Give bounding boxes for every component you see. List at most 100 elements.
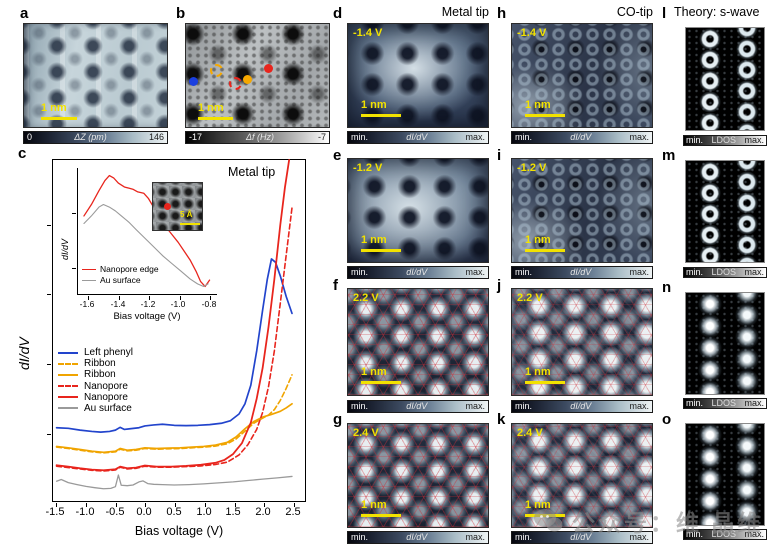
panel-e-image: -1.2 V 1 nm xyxy=(347,158,489,263)
panel-b-colorbar-title: Δf (Hz) xyxy=(245,132,275,142)
panel-j-image: 2.2 V 1 nm xyxy=(511,288,653,396)
panel-b-colorbar-max: -7 xyxy=(317,132,326,142)
panel-a-scalebar-label: 1 nm xyxy=(41,102,67,114)
inset-xtick-0: -1.6 xyxy=(79,299,95,309)
main-xtick-8: 2.5 xyxy=(285,506,301,518)
legend-nanopore-solid: Nanopore xyxy=(58,391,133,403)
panel-a-colorbar-min: 0 xyxy=(27,132,33,142)
panel-j-colorbar-max: max. xyxy=(629,401,649,411)
panel-d-label: d xyxy=(333,5,343,22)
panel-b-colorbar-min: -17 xyxy=(189,132,203,142)
panel-c-label: c xyxy=(18,145,27,162)
inset-plot-axes: Nanopore edge Au surface xyxy=(72,168,217,300)
inset-xtick-1: -1.4 xyxy=(110,299,126,309)
panel-g-label: g xyxy=(333,411,343,428)
panel-m-label: m xyxy=(662,147,676,164)
panel-f-colorbar-title: dI/dV xyxy=(406,401,428,411)
panel-i-label: i xyxy=(497,147,502,164)
panel-k-bias-label: 2.4 V xyxy=(517,427,543,439)
panel-l-label: l xyxy=(662,5,667,22)
panel-b-scalebar-label: 1 nm xyxy=(198,102,224,114)
panel-m-colorbar: min. LDOS max. xyxy=(683,267,767,278)
panel-i-bias-label: -1.2 V xyxy=(517,162,547,174)
panel-f-label: f xyxy=(333,277,338,294)
panel-g-scalebar-label: 1 nm xyxy=(361,499,387,511)
panel-i-image: -1.2 V 1 nm xyxy=(511,158,653,263)
panel-g-colorbar: min. dI/dV max. xyxy=(347,531,489,544)
panel-l-image xyxy=(685,27,765,131)
main-legend: Left phenyl Ribbon Ribbon Nanopore Nanop… xyxy=(58,348,133,413)
panel-i-colorbar: min. dI/dV max. xyxy=(511,266,653,279)
inset-xtick-2: -1.2 xyxy=(140,299,156,309)
panel-g-image: 2.4 V 1 nm xyxy=(347,423,489,528)
panel-i-scalebar-label: 1 nm xyxy=(525,234,551,246)
legend-ribbon-dashed: Ribbon xyxy=(58,358,133,370)
panel-l-colorbar: min. LDOS max. xyxy=(683,135,767,146)
legend-au-surface-label: Au surface xyxy=(84,402,132,414)
panel-b-label: b xyxy=(176,5,186,22)
panel-a-colorbar: 0 ΔZ (pm) 146 xyxy=(23,131,168,144)
panel-o-colorbar: min. LDOS max. xyxy=(683,529,767,540)
panel-o-image xyxy=(685,423,765,526)
legend-ribbon-dashed-label: Ribbon xyxy=(84,358,116,370)
marker-blue-dot xyxy=(189,77,198,86)
legend-left-phenyl: Left phenyl xyxy=(58,348,133,358)
panel-n-colorbar-min: min. xyxy=(686,398,704,408)
legend-nanopore-dashed: Nanopore xyxy=(58,380,133,392)
panel-n-colorbar-title: LDOS xyxy=(711,398,736,408)
panel-d-scalebar xyxy=(361,114,401,117)
panel-e-colorbar: min. dI/dV max. xyxy=(347,266,489,279)
legend-nanopore-solid-label: Nanopore xyxy=(84,391,128,403)
panel-j-bias-label: 2.2 V xyxy=(517,292,543,304)
panel-f-image: 2.2 V 1 nm xyxy=(347,288,489,396)
panel-a-scalebar xyxy=(41,117,77,120)
legend-line-red-dashed xyxy=(58,385,78,388)
panel-f-colorbar-min: min. xyxy=(351,401,369,411)
metal-tip-column-title: Metal tip xyxy=(441,5,489,19)
panel-o-colorbar-max: max. xyxy=(744,529,764,539)
inset-xtick-3: -1.0 xyxy=(170,299,186,309)
inset-plot-curves xyxy=(83,174,211,288)
panel-i-colorbar-max: max. xyxy=(629,267,649,277)
panel-e-colorbar-title: dI/dV xyxy=(406,267,428,277)
main-xtick-1: -1.0 xyxy=(75,506,95,518)
panel-j-colorbar-title: dI/dV xyxy=(570,401,592,411)
panel-e-label: e xyxy=(333,147,342,164)
panel-c-annotation-metal-tip: Metal tip xyxy=(228,165,276,179)
panel-n-colorbar-max: max. xyxy=(744,398,764,408)
main-x-axis-label: Bias voltage (V) xyxy=(134,524,224,538)
legend-nanopore-dashed-label: Nanopore xyxy=(84,380,128,392)
inset-marker-red-dot xyxy=(164,203,171,210)
marker-red-dot xyxy=(264,64,273,73)
panel-e-colorbar-min: min. xyxy=(351,267,369,277)
main-y-axis-label: dI/dV xyxy=(16,337,32,370)
co-tip-column-title: CO-tip xyxy=(616,5,653,19)
panel-o-label: o xyxy=(662,411,672,428)
panel-g-scalebar xyxy=(361,514,401,517)
panel-h-colorbar-max: max. xyxy=(629,132,649,142)
panel-b-image: 1 nm xyxy=(185,23,330,128)
panel-k-colorbar-title: dI/dV xyxy=(570,532,592,542)
panel-j-label: j xyxy=(497,277,502,294)
inset-y-axis-label: dI/dV xyxy=(60,238,70,260)
panel-k-lattice-overlay xyxy=(512,424,652,527)
panel-n-image xyxy=(685,292,765,395)
panel-d-image: -1.4 V 1 nm xyxy=(347,23,489,128)
panel-d-bias-label: -1.4 V xyxy=(353,27,383,39)
marker-orange-ring xyxy=(210,64,223,77)
panel-d-scalebar-label: 1 nm xyxy=(361,99,387,111)
main-plot-curves xyxy=(55,159,293,490)
main-xtick-2: -0.5 xyxy=(105,506,125,518)
inset-legend-line-red xyxy=(82,269,96,270)
watermark: 公众号：维 晶维 xyxy=(533,504,763,538)
panel-j-colorbar: min. dI/dV max. xyxy=(511,400,653,413)
panel-f-colorbar-max: max. xyxy=(465,401,485,411)
legend-line-blue xyxy=(58,351,78,354)
inset-legend-nanopore-edge: Nanopore edge xyxy=(82,265,159,274)
main-xtick-0: -1.5 xyxy=(45,506,65,518)
panel-l-colorbar-title: LDOS xyxy=(711,135,736,145)
panel-h-scalebar-label: 1 nm xyxy=(525,99,551,111)
panel-j-lattice-overlay xyxy=(512,289,652,395)
panel-d-colorbar-min: min. xyxy=(351,132,369,142)
